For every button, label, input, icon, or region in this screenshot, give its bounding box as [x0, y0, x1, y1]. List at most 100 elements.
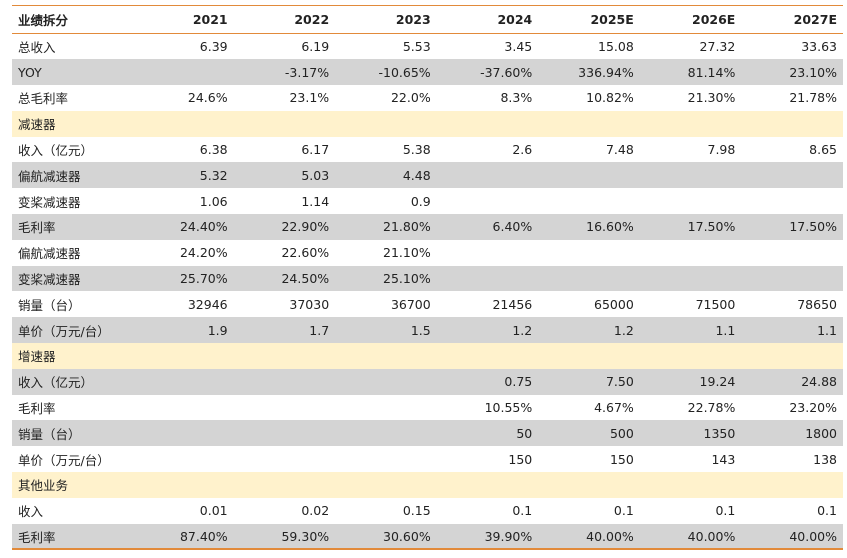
table-cell — [639, 472, 742, 498]
table-cell: 138 — [741, 446, 843, 473]
table-cell — [233, 368, 336, 395]
table-cell — [335, 110, 437, 137]
section-row: 减速器 — [12, 110, 843, 137]
table-cell: 22.0% — [335, 85, 437, 111]
table-row: 变桨减速器 1.06 1.14 0.9 — [12, 188, 843, 215]
table-cell: 24.50% — [233, 265, 336, 292]
table-cell: 23.10% — [741, 59, 843, 86]
table-cell — [436, 265, 539, 292]
table-cell: 6.39 — [132, 33, 234, 60]
table-cell — [436, 110, 539, 137]
table-cell: 500 — [538, 420, 640, 447]
year-header: 2025E — [538, 5, 640, 34]
table-cell: 40.00% — [741, 523, 843, 551]
table-cell — [132, 110, 234, 137]
table-cell: 10.55% — [436, 394, 539, 421]
table-cell: 0.1 — [741, 497, 843, 524]
table-cell: 40.00% — [538, 523, 640, 551]
table-cell: -37.60% — [436, 59, 539, 86]
table-cell: 0.1 — [538, 497, 640, 524]
table-cell — [436, 239, 539, 266]
row-label: 变桨减速器 — [12, 188, 133, 215]
row-label: 变桨减速器 — [12, 265, 133, 292]
table-cell: 1800 — [741, 420, 843, 447]
table-cell: 1.2 — [436, 317, 539, 344]
table-row: 收入（亿元） 0.75 7.50 19.24 24.88 — [12, 368, 843, 395]
table-row: 偏航减速器 24.20% 22.60% 21.10% — [12, 239, 843, 266]
table-cell: 50 — [436, 420, 539, 447]
table-cell — [639, 110, 742, 137]
table-cell: 5.38 — [335, 136, 437, 163]
table-cell: 5.03 — [233, 162, 336, 189]
table-cell — [335, 394, 437, 421]
table-cell: 40.00% — [639, 523, 742, 551]
table-cell: 24.88 — [741, 368, 843, 395]
row-label: 收入（亿元） — [12, 368, 133, 395]
table-title: 业绩拆分 — [12, 5, 133, 34]
table-row: 毛利率 87.40% 59.30% 30.60% 39.90% 40.00% 40.00% 4… — [12, 523, 843, 551]
earnings-breakdown-table-container: 业绩拆分 2021 2022 2023 2024 2025E 2026E 202… — [12, 5, 843, 551]
table-cell: 1.1 — [639, 317, 742, 344]
table-cell: 27.32 — [639, 33, 742, 60]
table-cell — [639, 188, 742, 215]
table-cell: 21.78% — [741, 85, 843, 111]
table-cell — [335, 368, 437, 395]
year-header: 2026E — [639, 5, 742, 34]
table-cell: 0.9 — [335, 188, 437, 215]
table-cell: 10.82% — [538, 85, 640, 111]
table-cell — [741, 188, 843, 215]
table-cell: 17.50% — [741, 214, 843, 240]
table-cell — [132, 368, 234, 395]
row-label: 销量（台） — [12, 420, 133, 447]
table-cell — [233, 472, 336, 498]
earnings-breakdown-table: 业绩拆分 2021 2022 2023 2024 2025E 2026E 202… — [12, 5, 843, 551]
table-cell: 21456 — [436, 291, 539, 318]
row-label: 销量（台） — [12, 291, 133, 318]
table-cell — [741, 472, 843, 498]
row-label: 偏航减速器 — [12, 162, 133, 189]
section-row: 其他业务 — [12, 472, 843, 498]
table-cell: 1.1 — [741, 317, 843, 344]
year-header: 2024 — [436, 5, 539, 34]
table-cell: 7.50 — [538, 368, 640, 395]
table-cell: 17.50% — [639, 214, 742, 240]
table-cell: -3.17% — [233, 59, 336, 86]
year-header: 2027E — [741, 5, 843, 34]
table-cell: 24.6% — [132, 85, 234, 111]
table-cell — [538, 265, 640, 292]
table-cell: 1.5 — [335, 317, 437, 344]
table-cell: 22.90% — [233, 214, 336, 240]
year-header: 2023 — [335, 5, 437, 34]
table-cell: 87.40% — [132, 523, 234, 551]
table-cell — [639, 265, 742, 292]
table-cell — [741, 162, 843, 189]
table-cell — [335, 446, 437, 473]
table-cell — [436, 472, 539, 498]
table-cell: 0.75 — [436, 368, 539, 395]
table-cell — [132, 472, 234, 498]
header-row: 业绩拆分 2021 2022 2023 2024 2025E 2026E 202… — [12, 5, 843, 34]
table-cell: 23.1% — [233, 85, 336, 111]
table-cell: 32946 — [132, 291, 234, 318]
table-cell: 15.08 — [538, 33, 640, 60]
row-label: 减速器 — [12, 110, 133, 137]
table-cell — [538, 110, 640, 137]
table-cell: 25.10% — [335, 265, 437, 292]
table-cell: 19.24 — [639, 368, 742, 395]
table-row: YOY -3.17% -10.65% -37.60% 336.94% 81.14% 23.1… — [12, 59, 843, 86]
table-cell: 150 — [436, 446, 539, 473]
table-cell: 22.78% — [639, 394, 742, 421]
table-row: 销量（台） 50 500 1350 1800 — [12, 420, 843, 447]
table-cell: 2.6 — [436, 136, 539, 163]
table-cell: 39.90% — [436, 523, 539, 551]
table-cell — [233, 343, 336, 369]
table-cell — [132, 446, 234, 473]
table-cell: 25.70% — [132, 265, 234, 292]
table-cell: 78650 — [741, 291, 843, 318]
table-cell: 6.17 — [233, 136, 336, 163]
table-cell: 143 — [639, 446, 742, 473]
table-row: 偏航减速器 5.32 5.03 4.48 — [12, 162, 843, 189]
table-cell — [233, 446, 336, 473]
year-header: 2022 — [233, 5, 336, 34]
table-row: 收入（亿元） 6.38 6.17 5.38 2.6 7.48 7.98 8.65 — [12, 136, 843, 163]
